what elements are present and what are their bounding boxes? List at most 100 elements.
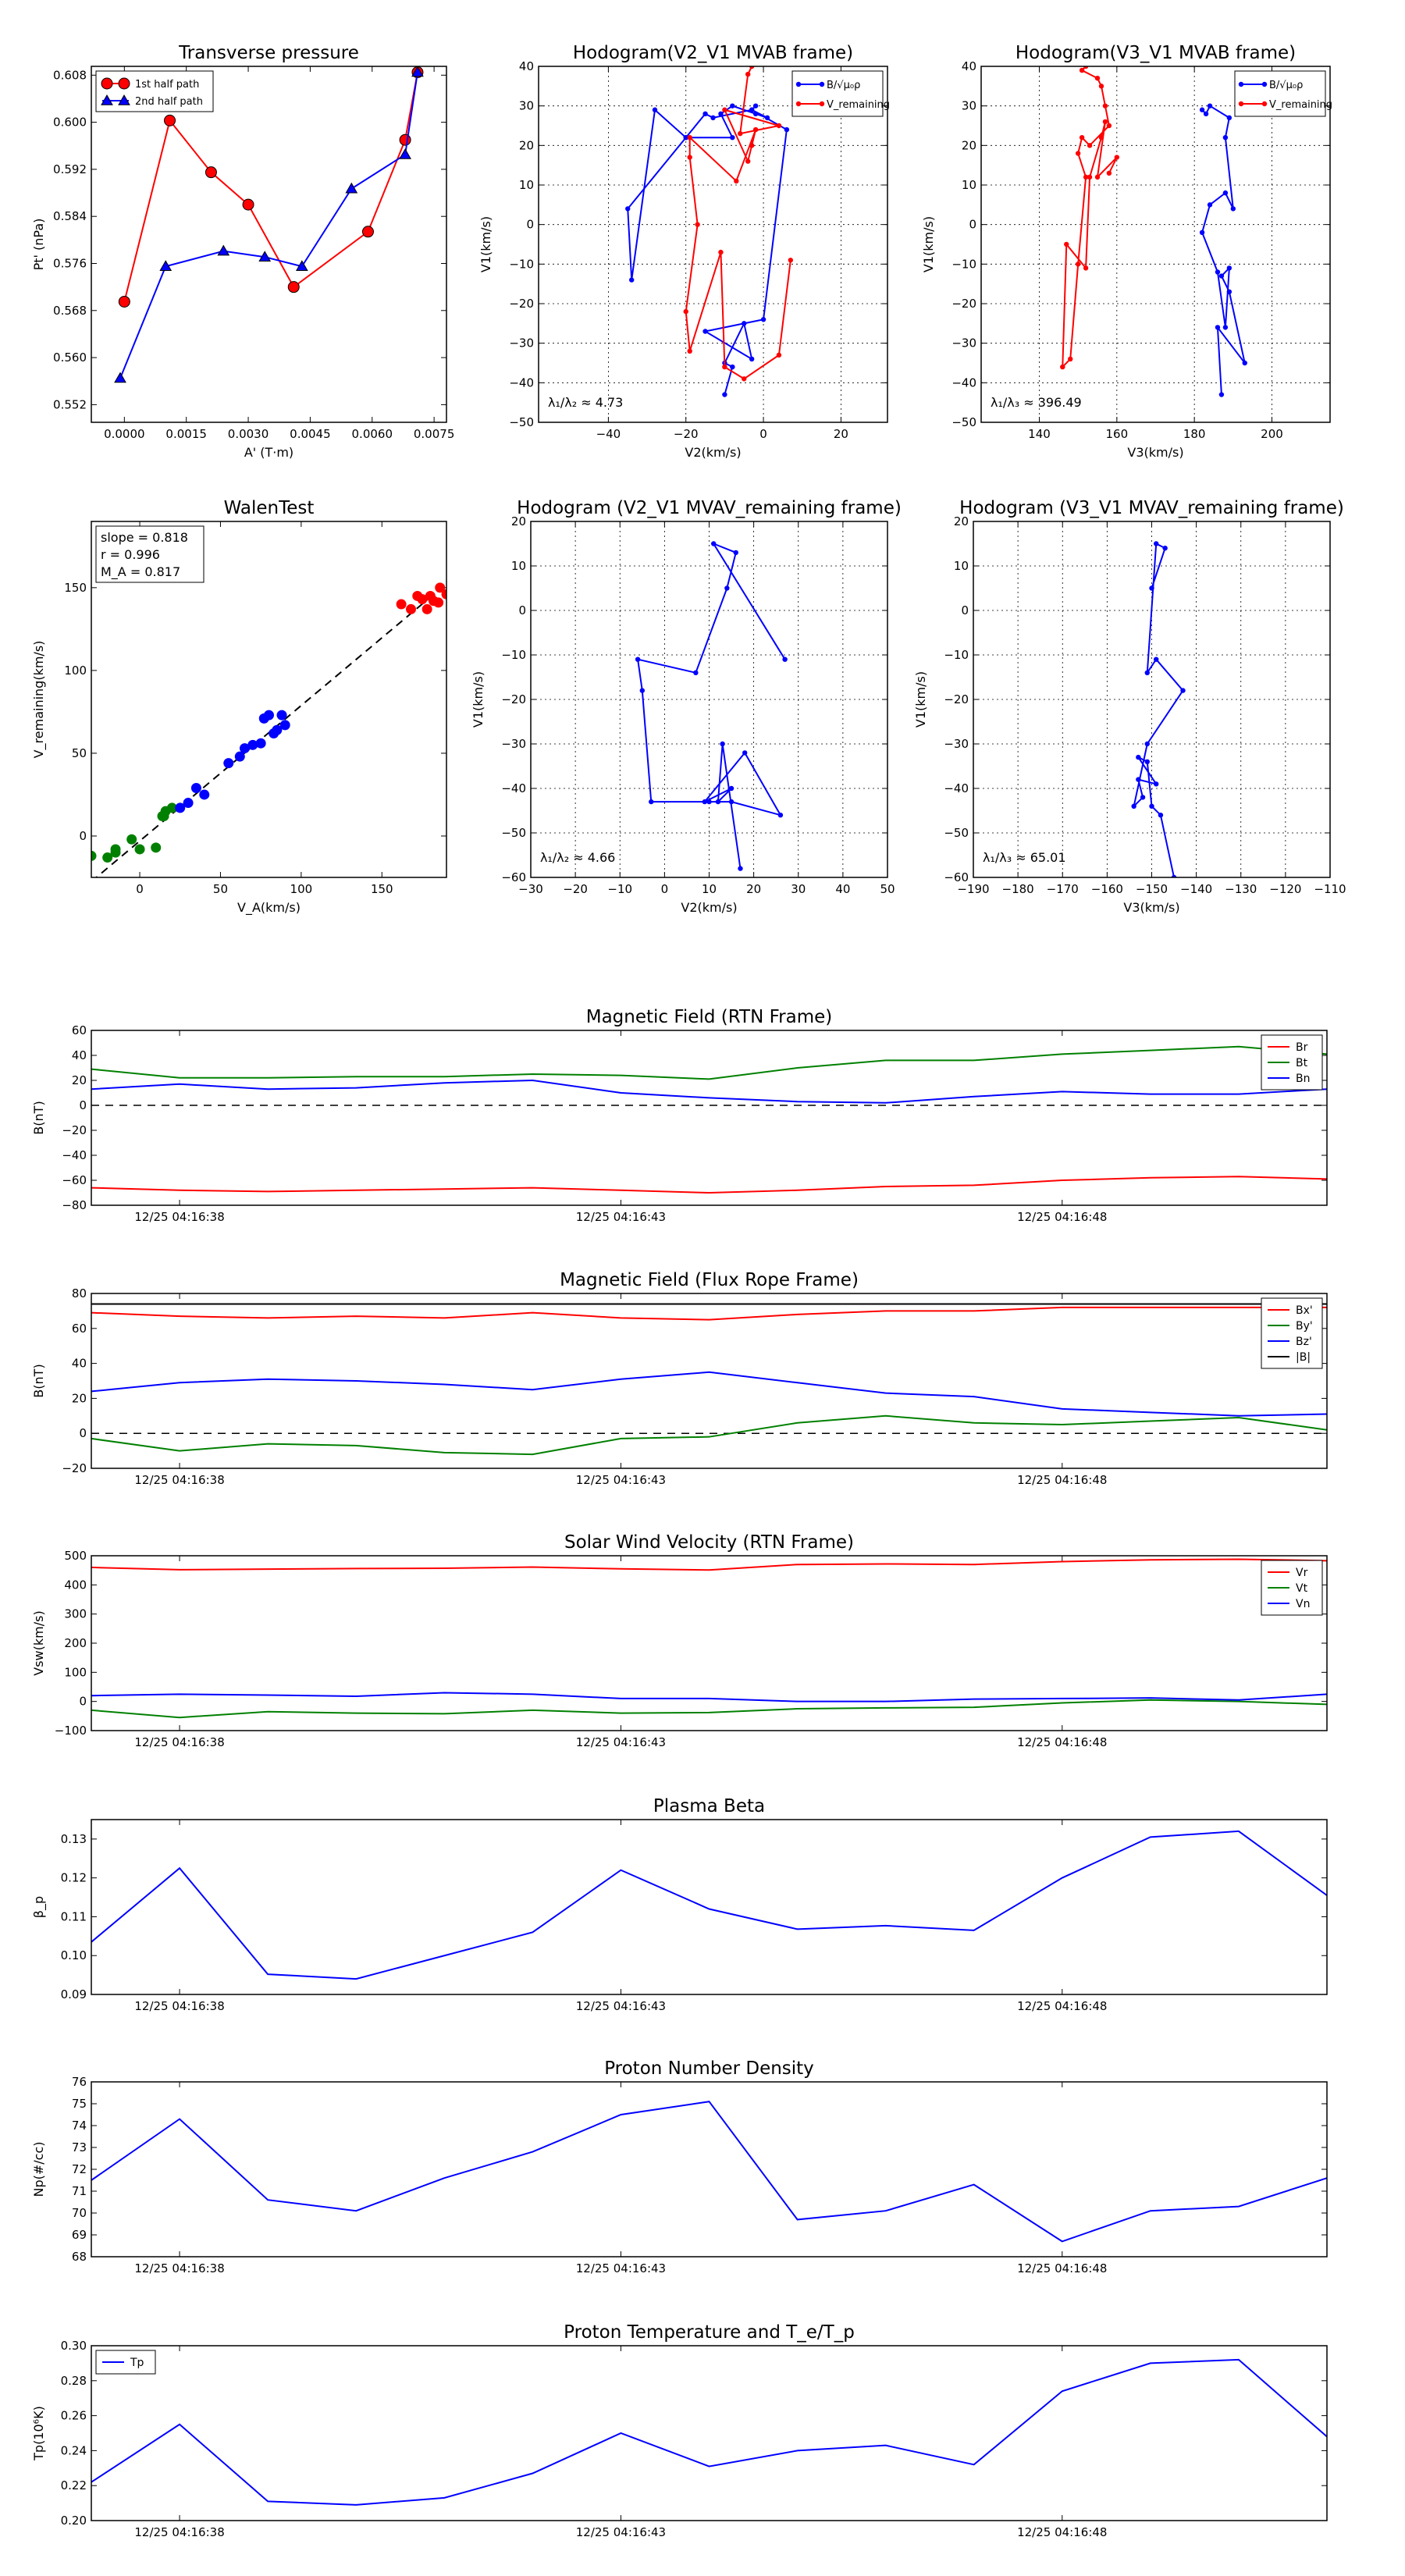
x-tick-label: 140 <box>1028 427 1051 441</box>
y-tick-label: −50 <box>951 415 976 429</box>
data-point <box>715 799 721 805</box>
data-point <box>1180 688 1186 693</box>
data-point <box>722 107 727 112</box>
legend-marker <box>1261 81 1268 87</box>
y-tick-label: 75 <box>72 2097 87 2111</box>
data-point <box>1075 262 1081 267</box>
y-tick-label: 72 <box>72 2162 87 2176</box>
data-point <box>728 799 735 805</box>
y-tick-label: −20 <box>62 1123 87 1137</box>
legend-label: 2nd half path <box>135 96 203 108</box>
y-tick-label: 70 <box>72 2206 87 2220</box>
x-tick-label: −110 <box>1314 882 1346 896</box>
data-point <box>745 71 751 77</box>
data-point <box>683 308 688 315</box>
y-tick-label: −40 <box>951 375 976 390</box>
data-point <box>1136 777 1141 782</box>
y-tick-label: 0.12 <box>61 1871 87 1885</box>
y-tick-label: −50 <box>501 826 526 840</box>
data-point <box>183 798 194 809</box>
data-point <box>205 166 217 179</box>
data-point <box>1131 803 1136 809</box>
axes-frame <box>91 1293 1328 1469</box>
chart-title: Hodogram (V2_V1 MVAV_remaining frame) <box>517 498 902 518</box>
data-point <box>788 258 794 263</box>
eigenvalue-ratio: λ₁/λ₃ ≈ 65.01 <box>983 850 1066 865</box>
data-point <box>217 244 230 256</box>
legend-label: B/√μ₀ρ <box>1269 80 1303 91</box>
x-tick-label: 12/25 04:16:38 <box>134 1210 224 1224</box>
data-point <box>652 107 658 112</box>
y-tick-label: 0.568 <box>53 304 87 318</box>
x-axis-label: A' (T·m) <box>244 445 293 460</box>
y-tick-label: −40 <box>501 781 526 795</box>
y-tick-label: −80 <box>62 1198 87 1212</box>
chart-ts4: 12/25 04:16:38 12/25 04:16:43 12/25 04:16:… <box>31 1796 1328 2013</box>
data-point <box>1083 174 1089 180</box>
data-point <box>399 133 411 146</box>
y-axis-label: Np(#/cc) <box>31 2142 46 2197</box>
chart-tp: 0.0000 0.0015 0.0030 0.0045 0.0060 0.0075 0.55… <box>31 43 454 460</box>
chart-ts1: 12/25 04:16:38 12/25 04:16:43 12/25 04:16:… <box>31 1007 1328 1224</box>
data-point <box>396 599 407 610</box>
data-point <box>738 866 743 871</box>
data-point <box>702 799 707 805</box>
stats-box <box>95 525 205 583</box>
axes-frame <box>91 1030 1328 1206</box>
data-point <box>1230 206 1236 212</box>
chart-title: Magnetic Field (RTN Frame) <box>586 1007 833 1027</box>
x-axis-label: V2(km/s) <box>685 445 741 460</box>
x-tick-label: −150 <box>1136 882 1168 896</box>
x-tick-label: 160 <box>1106 427 1129 441</box>
axes-frame <box>538 66 888 423</box>
plot-area <box>91 582 446 877</box>
data-point <box>777 813 784 818</box>
data-point <box>1218 273 1225 279</box>
data-point <box>728 785 735 792</box>
data-point <box>702 329 708 334</box>
y-tick-label: −20 <box>944 692 969 706</box>
y-tick-label: 30 <box>962 99 976 113</box>
legend-box <box>791 70 884 117</box>
data-point <box>1215 325 1221 330</box>
plot-area <box>91 2358 1327 2506</box>
y-tick-label: 80 <box>72 1286 87 1300</box>
x-tick-label: 12/25 04:16:48 <box>1017 1735 1107 1749</box>
legend-label: Vr <box>1296 1567 1308 1579</box>
y-tick-label: 0.560 <box>53 350 87 365</box>
x-tick-label: 12/25 04:16:48 <box>1017 1999 1107 2013</box>
y-tick-label: 0.576 <box>53 256 87 270</box>
x-tick-label: 20 <box>834 427 848 441</box>
y-tick-label: 0.26 <box>61 2409 87 2423</box>
x-tick-label: 0 <box>661 882 669 896</box>
data-point <box>625 206 631 212</box>
x-tick-label: −20 <box>563 882 588 896</box>
x-tick-label: 12/25 04:16:43 <box>576 1210 666 1224</box>
chart-ts5: 12/25 04:16:38 12/25 04:16:43 12/25 04:16:… <box>31 2058 1328 2275</box>
series-line <box>91 1045 1327 1080</box>
data-point <box>239 743 250 754</box>
y-tick-label: 60 <box>72 1322 87 1336</box>
x-tick-label: 180 <box>1183 427 1206 441</box>
x-tick-label: −160 <box>1091 882 1123 896</box>
data-point <box>1154 541 1159 546</box>
plot-area <box>91 1830 1327 1980</box>
legend-label: B/√μ₀ρ <box>827 80 860 91</box>
plot-area <box>635 541 788 871</box>
data-point <box>752 103 759 109</box>
legend-label: V_remaining <box>827 99 890 111</box>
series-line <box>91 1079 1327 1104</box>
y-tick-label: 30 <box>519 99 534 113</box>
data-point <box>1094 76 1101 81</box>
axes-frame <box>91 521 447 878</box>
y-tick-label: −40 <box>944 781 969 795</box>
legend-marker <box>118 77 130 90</box>
data-point <box>718 111 724 116</box>
x-tick-label: 12/25 04:16:48 <box>1017 2261 1107 2275</box>
data-point <box>730 364 735 370</box>
chart-title: Proton Temperature and T_e/T_p <box>564 2322 855 2343</box>
legend-box <box>95 70 214 112</box>
y-tick-label: −100 <box>55 1724 87 1738</box>
data-point <box>1218 392 1225 397</box>
x-tick-label: 50 <box>213 882 228 896</box>
